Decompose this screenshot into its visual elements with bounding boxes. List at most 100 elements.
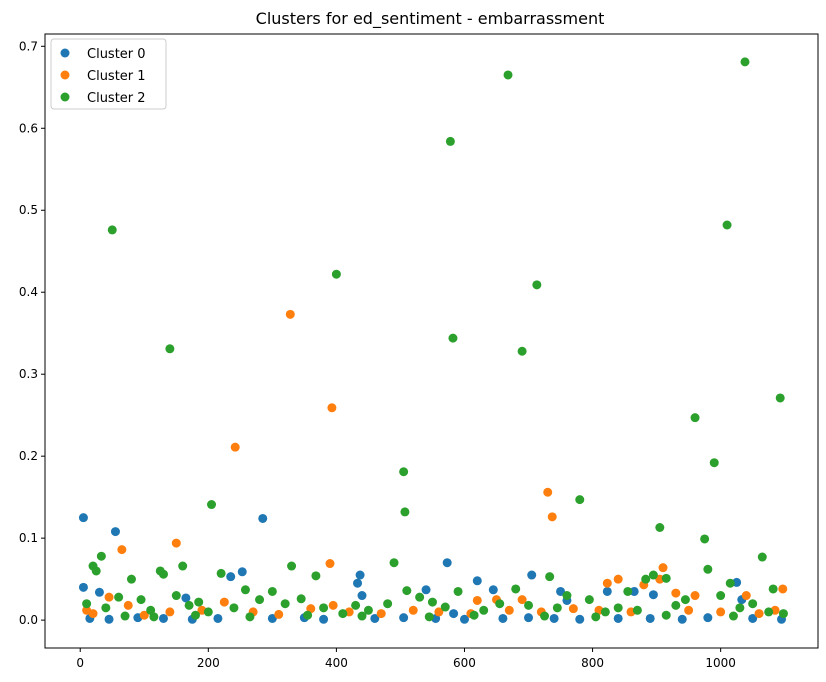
data-point [96, 551, 106, 561]
data-point [123, 600, 133, 610]
data-point [424, 612, 434, 622]
data-point [472, 595, 482, 605]
data-point [562, 591, 572, 601]
data-point [469, 610, 479, 620]
data-point [600, 607, 610, 617]
data-point [311, 571, 321, 581]
data-point [399, 613, 409, 623]
x-tick-label: 400 [325, 656, 348, 670]
y-tick-label: 0.3 [19, 367, 38, 381]
data-point [709, 458, 719, 468]
data-point [120, 611, 130, 621]
legend: Cluster 0 Cluster 1 Cluster 2 [50, 38, 167, 110]
data-point [613, 574, 623, 584]
data-point [641, 574, 651, 584]
data-point [139, 610, 149, 620]
data-point [602, 586, 612, 596]
data-point [754, 609, 764, 619]
data-point [158, 613, 168, 623]
data-point [645, 613, 655, 623]
data-point [629, 586, 639, 596]
data-point [370, 613, 380, 623]
data-point [690, 413, 700, 423]
plot-frame [44, 33, 819, 649]
data-point [117, 545, 127, 555]
data-point [748, 599, 758, 609]
data-point [613, 613, 623, 623]
data-point [648, 590, 658, 600]
data-point [229, 603, 239, 613]
data-point [255, 595, 265, 605]
data-point [181, 593, 191, 603]
y-tick-label: 0.2 [19, 449, 38, 463]
data-point [495, 599, 505, 609]
data-point [648, 570, 658, 580]
data-point [768, 584, 778, 594]
data-point [363, 605, 373, 615]
data-point [230, 442, 240, 452]
data-point [78, 513, 88, 523]
data-point [101, 603, 111, 613]
x-tick-label: 0 [76, 656, 84, 670]
data-point [725, 578, 735, 588]
data-point [543, 487, 553, 497]
data-point [274, 609, 284, 619]
data-point [331, 269, 341, 279]
data-point [226, 572, 236, 582]
data-point [700, 534, 710, 544]
y-tick-label: 0.6 [19, 121, 38, 135]
data-point [517, 346, 527, 356]
data-point [427, 597, 437, 607]
data-point [504, 605, 514, 615]
data-point [338, 609, 348, 619]
data-point [479, 605, 489, 615]
data-point [91, 566, 101, 576]
data-point [735, 603, 745, 613]
x-tick-label: 200 [197, 656, 220, 670]
data-point [184, 600, 194, 610]
data-point [524, 613, 534, 623]
data-point [104, 614, 114, 624]
legend-marker [60, 48, 70, 58]
data-point [285, 309, 295, 319]
data-point [203, 607, 213, 617]
data-point [402, 586, 412, 596]
data-point [661, 573, 671, 583]
legend-box [50, 38, 167, 110]
data-point [104, 592, 114, 602]
data-point [575, 495, 585, 505]
data-point [545, 572, 555, 582]
legend-marker [60, 92, 70, 102]
data-point [126, 574, 136, 584]
data-point [355, 570, 365, 580]
data-point [549, 613, 559, 623]
data-point [613, 603, 623, 613]
data-point [703, 564, 713, 574]
data-point [376, 609, 386, 619]
data-point [716, 591, 726, 601]
data-point [245, 612, 255, 622]
data-point [778, 609, 788, 619]
data-point [325, 559, 335, 569]
data-point [440, 602, 450, 612]
data-point [280, 599, 290, 609]
data-point [764, 607, 774, 617]
legend-label: Cluster 0 [87, 47, 146, 62]
data-point [716, 607, 726, 617]
data-point [703, 613, 713, 623]
data-point [194, 597, 204, 607]
data-point [690, 591, 700, 601]
data-point [171, 538, 181, 548]
data-point [171, 591, 181, 601]
data-point [296, 594, 306, 604]
data-point [240, 585, 250, 595]
data-point [671, 588, 681, 598]
data-point [498, 613, 508, 623]
data-point [287, 561, 297, 571]
data-point [524, 600, 534, 610]
data-point [258, 513, 268, 523]
data-point [556, 586, 566, 596]
data-point [107, 225, 117, 235]
x-tick-label: 800 [581, 656, 604, 670]
